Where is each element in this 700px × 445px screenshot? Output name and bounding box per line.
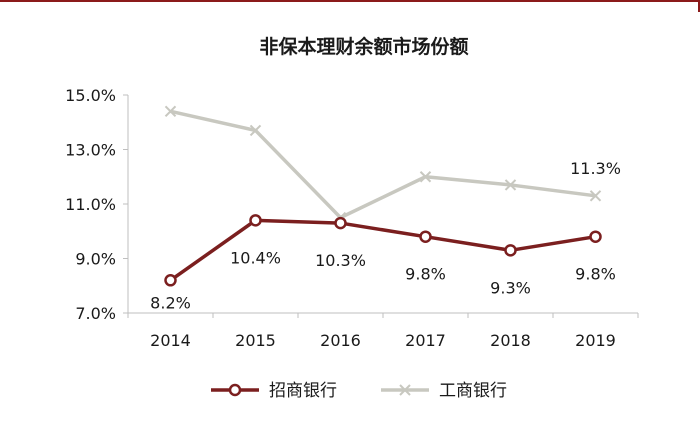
x-tick-label: 2015 [235,331,276,350]
x-tick-label: 2017 [405,331,446,350]
data-point-marker [249,124,262,137]
data-point-marker [164,274,177,287]
legend-item-icbc: 工商银行 [381,381,507,401]
data-point-marker [589,190,602,202]
data-point-marker [164,105,177,118]
series-layer: 8.2% 10.4% 10.3% 9.8% 9.3% 9.8% 11.3% [150,105,621,312]
data-point-marker [249,214,262,227]
data-label: 9.8% [575,265,616,284]
marker-stroke [164,105,177,118]
series-line-icbc [170,109,596,220]
data-point-marker [589,230,602,243]
data-point-marker [504,244,517,257]
axes-group: 7.0% 9.0% 11.0% 13.0% 15.0% 2014 2015 2016 2017 2… [65,86,639,350]
legend: 招商银行 工商银行 [211,381,507,401]
y-tick-label: 15.0% [65,86,116,105]
marker-stroke [504,179,517,191]
legend-marker [228,383,242,397]
data-label: 11.3% [570,159,621,178]
data-label: 9.8% [405,265,446,284]
legend-label: 招商银行 [269,381,337,401]
legend-marker [399,384,411,396]
x-tick-label: 2016 [320,331,361,350]
legend-label: 工商银行 [439,381,507,401]
data-point-marker [334,216,347,230]
top-border-line [0,0,700,2]
series-line-cmb [169,218,596,282]
data-label: 8.2% [150,293,191,312]
x-tick-label: 2018 [490,331,531,350]
x-tick-label: 2014 [150,331,191,350]
y-tick-label: 11.0% [65,195,116,214]
marker-stroke [249,124,262,137]
data-label: 10.3% [315,251,366,270]
data-point-marker [419,171,432,183]
data-label: 10.4% [230,248,281,267]
right-border-tick [698,0,700,12]
y-tick-label: 13.0% [65,141,116,160]
y-tick-label: 9.0% [75,250,116,269]
x-tick-label: 2019 [575,331,616,350]
data-label: 9.3% [490,278,531,297]
marker-stroke [419,171,432,183]
chart-title: 非保本理财余额市场份额 [259,35,468,58]
y-tick-label: 7.0% [75,304,116,323]
data-point-marker [419,230,432,243]
legend-item-cmb: 招商银行 [211,381,337,401]
data-point-marker [504,179,517,191]
marker-stroke [589,190,602,202]
